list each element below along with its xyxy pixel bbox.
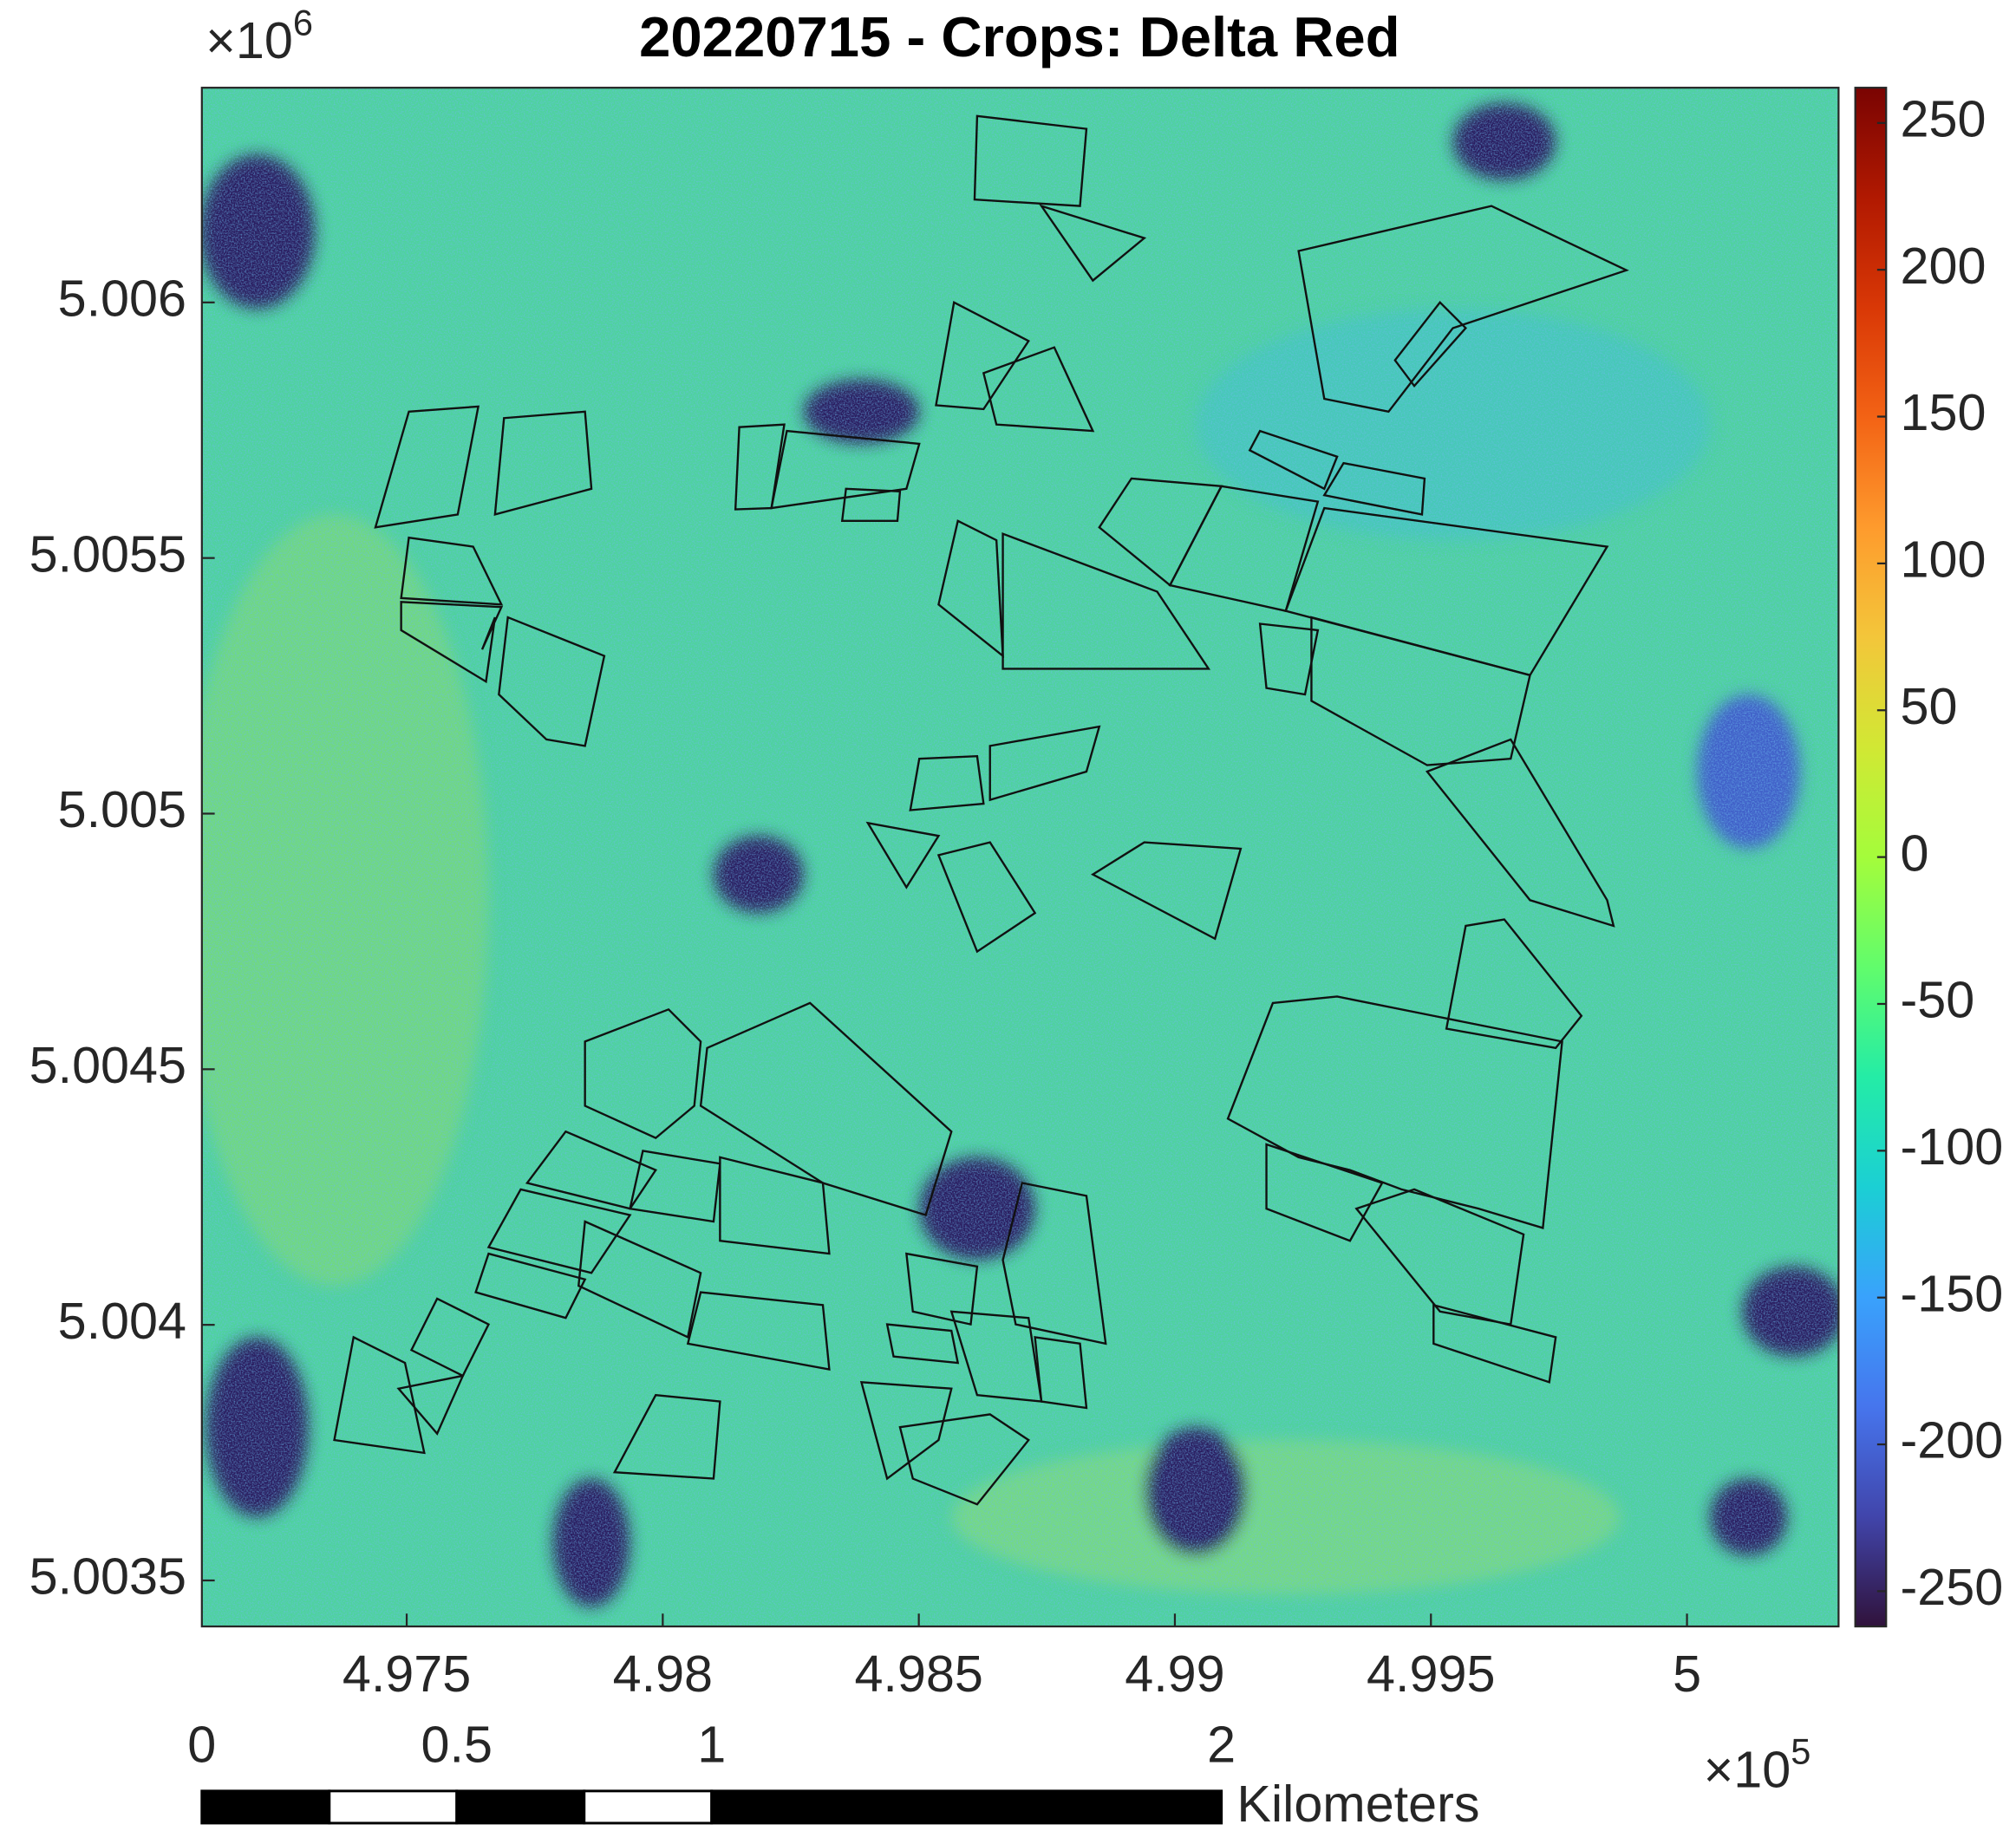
scale-bar-label: 1	[697, 1716, 726, 1774]
y-multiplier-exponent: 6	[293, 2, 313, 42]
y-tick-label: 5.004	[58, 1292, 186, 1350]
y-tick-label: 5.006	[58, 270, 186, 328]
x-multiplier-base: ×10	[1704, 1740, 1791, 1798]
scale-bar-segment	[583, 1789, 714, 1825]
chart-title: 20220715 - Crops: Delta Red	[639, 5, 1399, 68]
plot-frame	[200, 87, 1840, 1628]
scale-bar-segment	[328, 1789, 459, 1825]
scale-bar-segment	[200, 1789, 331, 1825]
scale-bar-segment	[455, 1789, 586, 1825]
colorbar-tick-label: -250	[1901, 1558, 2004, 1616]
colorbar-tick-label: -200	[1901, 1411, 2004, 1469]
y-tick-label: 5.0045	[29, 1036, 186, 1094]
colorbar-tick-label: 150	[1901, 383, 1987, 441]
x-tick-label: 4.99	[1125, 1645, 1224, 1703]
y-tick-label: 5.005	[58, 780, 186, 838]
scale-bar-label: 0.5	[421, 1716, 493, 1774]
y-tick-label: 5.0055	[29, 525, 186, 583]
x-tick-label: 4.985	[854, 1645, 982, 1703]
y-multiplier-base: ×10	[206, 11, 293, 69]
colorbar-tick-label: -100	[1901, 1117, 2004, 1176]
raster	[201, 88, 1839, 1627]
x-tick-label: 4.98	[613, 1645, 713, 1703]
x-tick-label: 4.995	[1367, 1645, 1495, 1703]
field-boundaries	[333, 114, 1629, 1506]
y-multiplier: ×106	[206, 2, 313, 69]
scale-bar-unit: Kilometers	[1236, 1775, 1479, 1833]
colorbar-tick-label: -50	[1901, 971, 1975, 1029]
colorbar-tick-label: 0	[1901, 824, 1929, 882]
colorbar-tick-label: 200	[1901, 237, 1987, 295]
colorbar-tick-label: 100	[1901, 531, 1987, 589]
x-multiplier-exponent: 5	[1791, 1731, 1810, 1772]
colorbar-tick-label: 250	[1901, 89, 1987, 147]
y-tick-label: 5.0035	[29, 1548, 186, 1606]
colorbar-tick-label: 50	[1901, 677, 1958, 735]
scale-bar-label: 0	[187, 1716, 216, 1774]
colorbar-tick-label: -150	[1901, 1264, 2004, 1322]
x-tick-label: 4.975	[343, 1645, 471, 1703]
x-tick-label: 5	[1673, 1645, 1701, 1703]
scale-bar-segment	[710, 1789, 1223, 1825]
scale-bar-label: 2	[1207, 1716, 1236, 1774]
axes: 4.975 4.98 4.985 4.99 4.995 5 5.006 5.0055 5.005…	[29, 270, 1701, 1704]
x-multiplier: ×105	[1704, 1731, 1811, 1799]
raster-noise	[201, 88, 1839, 1627]
